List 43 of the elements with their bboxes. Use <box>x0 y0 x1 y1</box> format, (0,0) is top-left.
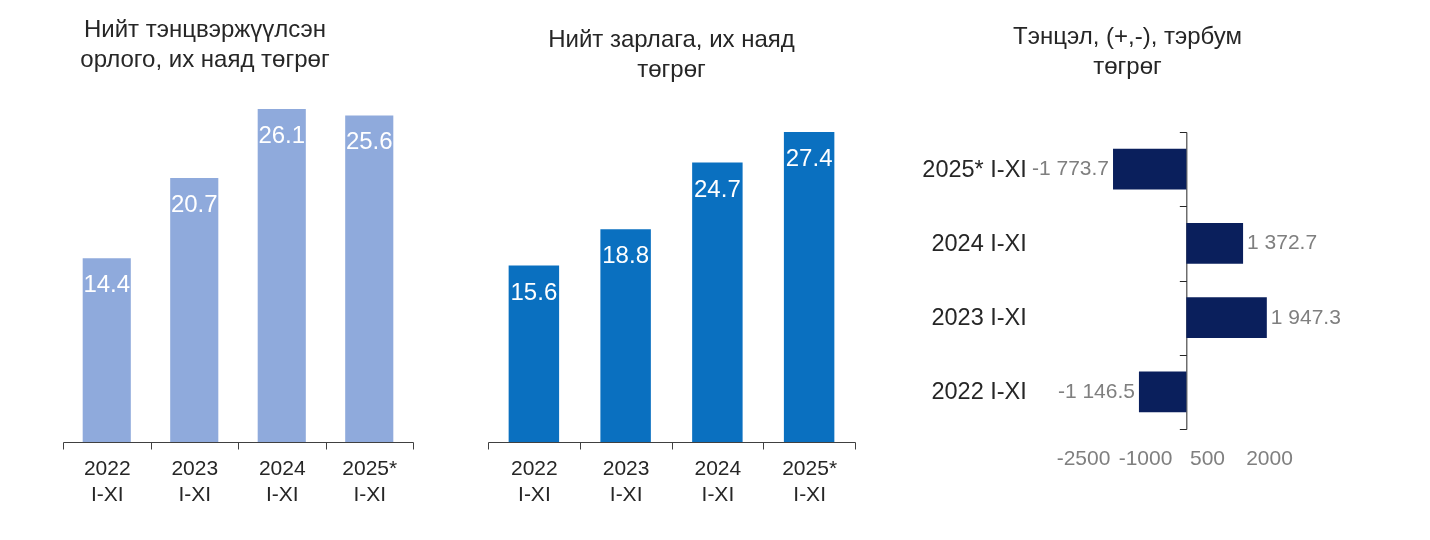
chart-title: Тэнцэл, (+,-), тэрбум төгрөг <box>1013 22 1242 79</box>
y-tick-label: 2024 I-XI <box>931 229 1027 256</box>
y-tick-label: 2025* I-XI <box>922 155 1027 182</box>
x-tick-label: 2000 <box>1246 445 1293 469</box>
x-tick-label: 2022 I-XI <box>511 455 558 505</box>
bar <box>1113 148 1187 190</box>
bar <box>783 132 835 442</box>
bar <box>170 177 219 442</box>
chart-title: Нийт зарлага, их наяд төгрөг <box>548 25 795 82</box>
x-tick-label: 2022 I-XI <box>83 455 131 505</box>
bar <box>345 115 394 442</box>
bar <box>1186 222 1244 264</box>
data-label: 20.7 <box>170 189 218 217</box>
data-label: -1 773.7 <box>1031 156 1110 180</box>
x-tick-label: 2023 I-XI <box>602 455 650 505</box>
bar <box>600 229 651 442</box>
data-label: 18.8 <box>602 241 649 269</box>
data-label: 14.4 <box>83 270 131 298</box>
bar <box>692 162 743 442</box>
x-tick-label: -2500 <box>1056 445 1111 469</box>
data-label: 25.6 <box>345 127 393 155</box>
data-label: 24.7 <box>694 174 741 202</box>
data-label: 15.6 <box>510 277 558 305</box>
bar <box>1186 297 1267 339</box>
x-tick-label: 2023 I-XI <box>171 455 219 505</box>
data-label: 26.1 <box>258 121 306 148</box>
bar <box>257 109 306 442</box>
x-tick-label: 500 <box>1189 445 1226 469</box>
bar <box>82 258 131 442</box>
x-tick-label: 2025* I-XI <box>342 455 398 505</box>
x-tick-label: 2025* I-XI <box>782 455 838 505</box>
data-label: 1 372.7 <box>1247 230 1318 254</box>
bar <box>1138 371 1187 413</box>
data-label: 1 947.3 <box>1270 304 1341 328</box>
y-tick-label: 2023 I-XI <box>931 304 1027 331</box>
y-tick-label: 2022 I-XI <box>931 378 1027 405</box>
chart-title: Нийт тэнцвэржүүлсэн орлого, их наяд төгрөг <box>80 15 330 72</box>
data-label: -1 146.5 <box>1057 378 1135 402</box>
x-tick-label: 2024 I-XI <box>258 455 306 505</box>
data-label: 27.4 <box>785 144 833 171</box>
x-tick-label: 2024 I-XI <box>694 455 742 505</box>
bar <box>508 265 560 442</box>
x-tick-label: -1000 <box>1118 445 1173 469</box>
